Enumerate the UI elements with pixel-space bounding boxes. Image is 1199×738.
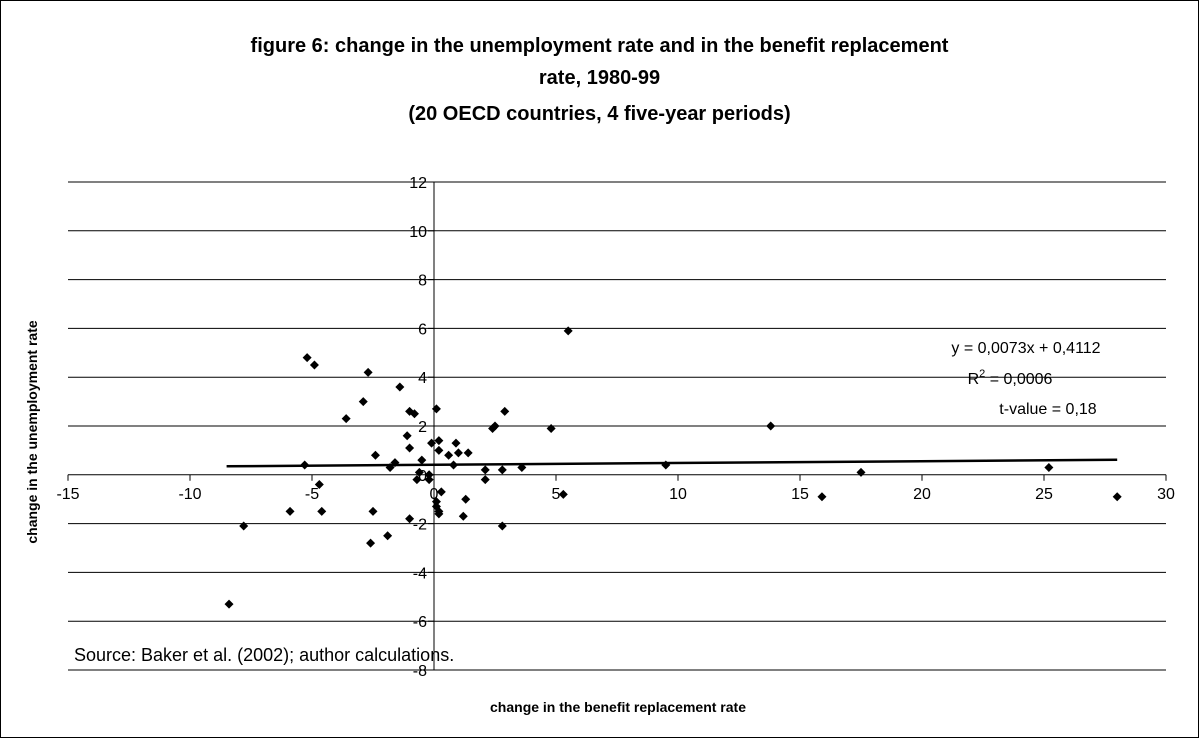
- x-tick-label--5: -5: [305, 486, 319, 503]
- gridlines: [68, 181, 1166, 671]
- data-point-10: [405, 443, 415, 453]
- r-squared-superscript: 2: [979, 368, 985, 380]
- x-tick-label--10: -10: [178, 486, 201, 503]
- data-point-48: [497, 465, 507, 475]
- x-tick-label-5: 5: [552, 486, 561, 503]
- data-point-22: [300, 460, 310, 470]
- data-point-31: [285, 506, 295, 516]
- y-tick-label--4: -4: [413, 565, 427, 582]
- data-points: [224, 326, 1122, 609]
- data-point-21: [385, 462, 395, 472]
- data-point-40: [436, 487, 446, 497]
- data-point-20: [390, 458, 400, 468]
- data-point-28: [314, 480, 324, 490]
- data-point-14: [434, 445, 444, 455]
- data-point-51: [546, 423, 556, 433]
- data-point-29: [317, 506, 327, 516]
- y-tick-label-2: 2: [418, 419, 427, 436]
- data-point-0: [302, 353, 312, 363]
- data-point-34: [383, 531, 393, 541]
- data-point-58: [1044, 462, 1054, 472]
- y-tick-label--8: -8: [413, 663, 427, 680]
- x-tick-label-30: 30: [1157, 486, 1175, 503]
- y-tick-label-6: 6: [418, 321, 427, 338]
- x-tick-label-20: 20: [913, 486, 931, 503]
- x-tick-label-25: 25: [1035, 486, 1053, 503]
- data-point-43: [480, 475, 490, 485]
- r-squared-label: R2 = 0,0006: [968, 368, 1053, 388]
- data-point-36: [431, 497, 441, 507]
- y-tick-label-12: 12: [409, 175, 427, 192]
- data-point-54: [661, 460, 671, 470]
- chart-title-line-1: figure 6: change in the unemployment rat…: [250, 35, 949, 57]
- r-squared-value: = 0,0006: [985, 371, 1052, 388]
- y-tick-label-8: 8: [418, 273, 427, 290]
- data-point-17: [453, 448, 463, 458]
- y-axis-label: change in the unemployment rate: [24, 320, 40, 543]
- data-point-26: [424, 475, 434, 485]
- data-point-8: [431, 404, 441, 414]
- data-point-23: [414, 467, 424, 477]
- y-tick-label--6: -6: [413, 614, 427, 631]
- axes: [67, 181, 1167, 671]
- data-point-44: [480, 465, 490, 475]
- trendline-group: [226, 458, 1118, 468]
- data-point-53: [563, 326, 573, 336]
- data-point-39: [434, 509, 444, 519]
- data-point-2: [363, 367, 373, 377]
- data-point-50: [517, 462, 527, 472]
- data-point-3: [395, 382, 405, 392]
- data-point-32: [368, 506, 378, 516]
- chart-title-line-2: rate, 1980-99: [538, 67, 661, 89]
- data-point-49: [497, 521, 507, 531]
- data-point-41: [461, 494, 471, 504]
- y-tick-label-4: 4: [418, 370, 427, 387]
- r-squared-prefix: R: [968, 371, 980, 388]
- chart-title-line-3: (20 OECD countries, 4 five-year periods): [408, 103, 791, 125]
- trendline-equation: y = 0,0073x + 0,4112: [951, 340, 1100, 357]
- data-point-27: [424, 470, 434, 480]
- data-point-59: [1112, 492, 1122, 502]
- t-value-label: t-value = 0,18: [999, 401, 1097, 418]
- data-point-16: [451, 438, 461, 448]
- data-point-55: [766, 421, 776, 431]
- data-point-35: [405, 514, 415, 524]
- x-axis-label: change in the benefit replacement rate: [490, 699, 746, 715]
- data-point-9: [402, 431, 412, 441]
- data-point-56: [817, 492, 827, 502]
- data-point-15: [444, 450, 454, 460]
- data-point-1: [309, 360, 319, 370]
- x-tick-label-0: 0: [430, 486, 439, 503]
- data-point-18: [463, 448, 473, 458]
- x-tick-label-15: 15: [791, 486, 809, 503]
- data-point-13: [434, 436, 444, 446]
- data-point-5: [341, 414, 351, 424]
- data-point-33: [366, 538, 376, 548]
- source-note: Source: Baker et al. (2002); author calc…: [74, 645, 454, 665]
- data-point-24: [412, 475, 422, 485]
- y-tick-label-10: 10: [409, 224, 427, 241]
- x-tick-label--15: -15: [56, 486, 79, 503]
- data-point-11: [417, 455, 427, 465]
- data-point-60: [224, 599, 234, 609]
- data-point-30: [239, 521, 249, 531]
- data-point-12: [427, 438, 437, 448]
- data-point-47: [500, 406, 510, 416]
- data-point-46: [490, 421, 500, 431]
- data-point-4: [358, 397, 368, 407]
- data-point-25: [449, 460, 459, 470]
- data-point-7: [409, 409, 419, 419]
- x-tick-labels: -15 -10 -5 0 5 10 15 20 25 30: [56, 486, 1175, 503]
- y-tick-label-0: 0: [418, 468, 427, 485]
- data-point-57: [856, 467, 866, 477]
- data-point-42: [458, 511, 468, 521]
- data-point-19: [370, 450, 380, 460]
- trendline: [226, 458, 1118, 468]
- y-tick-labels: -8 -6 -4 -2 0 2 4 6 8 10 12: [409, 175, 427, 680]
- data-point-52: [558, 489, 568, 499]
- x-tick-label-10: 10: [669, 486, 687, 503]
- y-tick-label--2: -2: [413, 517, 427, 534]
